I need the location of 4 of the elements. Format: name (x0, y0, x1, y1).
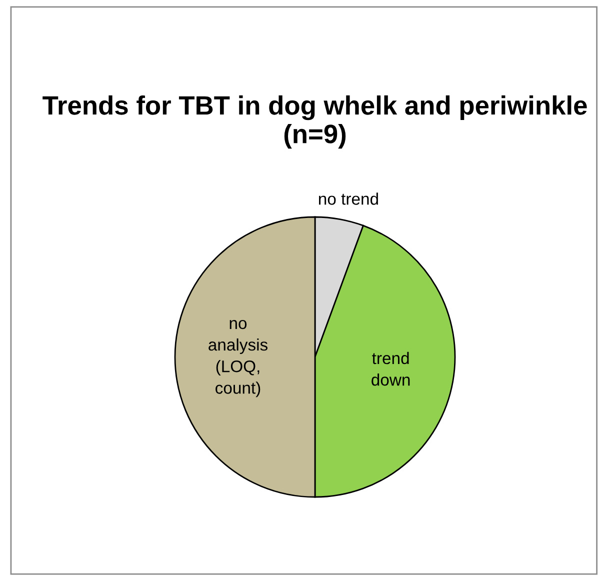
slice-label: trend down (372, 352, 410, 386)
slice-label: no trend (318, 192, 378, 205)
slice-label: no analysis (LOQ, count) (208, 320, 268, 398)
chart-title: Trends for TBT in dog whelk and periwinkle (n=9) (42, 95, 587, 149)
